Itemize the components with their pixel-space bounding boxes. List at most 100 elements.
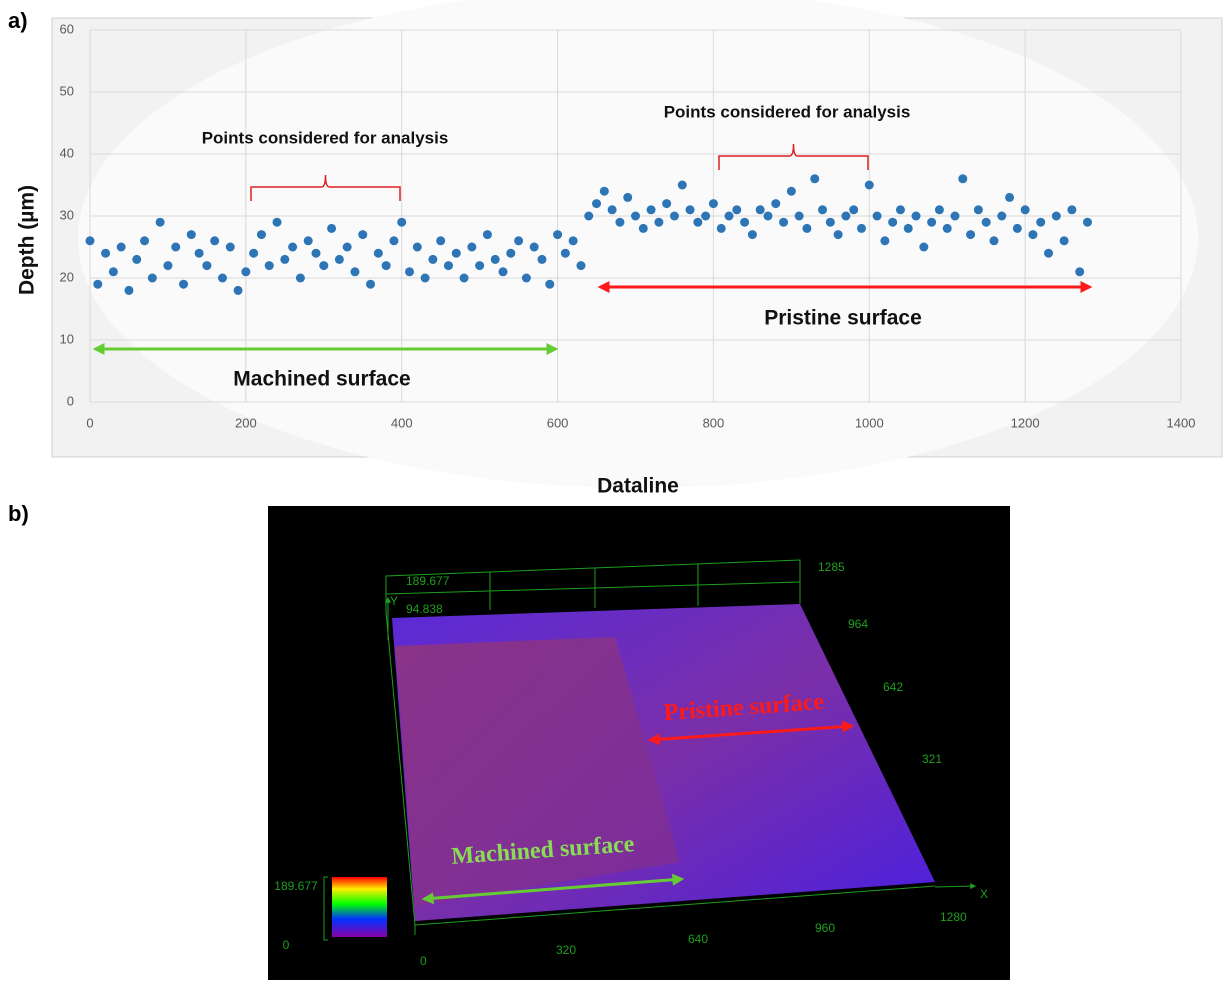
point (202, 261, 211, 270)
point (1005, 193, 1014, 202)
point (989, 236, 998, 245)
point (693, 218, 702, 227)
point (584, 212, 593, 221)
point (218, 274, 227, 283)
panel-label: a) (8, 8, 28, 33)
surface-tick: 960 (815, 921, 835, 935)
point (958, 174, 967, 183)
panel-label: b) (8, 501, 29, 526)
point (311, 249, 320, 258)
point (896, 205, 905, 214)
point (187, 230, 196, 239)
point (140, 236, 149, 245)
point (421, 274, 430, 283)
x-tick-label: 400 (391, 415, 413, 430)
surface-panel (268, 506, 1010, 980)
surface-tick: 189.677 (406, 574, 450, 588)
surface-tick: 94.838 (406, 602, 443, 616)
point (717, 224, 726, 233)
point (873, 212, 882, 221)
point (179, 280, 188, 289)
point (569, 236, 578, 245)
point (857, 224, 866, 233)
point (1044, 249, 1053, 258)
point (670, 212, 679, 221)
point (483, 230, 492, 239)
point (623, 193, 632, 202)
y-tick-label: 10 (60, 331, 74, 346)
point (912, 212, 921, 221)
surface-tick: 1280 (940, 910, 967, 924)
x-tick-label: 1200 (1011, 415, 1040, 430)
surface-tick: 964 (848, 617, 868, 631)
point (732, 205, 741, 214)
y-tick-label: 0 (67, 393, 74, 408)
x-tick-label: 200 (235, 415, 257, 430)
point (787, 187, 796, 196)
point (1060, 236, 1069, 245)
x-tick-label: 1400 (1167, 415, 1196, 430)
colorbar-label: 189.677 (274, 879, 318, 893)
point (374, 249, 383, 258)
point (257, 230, 266, 239)
point (335, 255, 344, 264)
point (662, 199, 671, 208)
point (405, 267, 414, 276)
point (1028, 230, 1037, 239)
point (779, 218, 788, 227)
point (1036, 218, 1045, 227)
point (467, 243, 476, 252)
point (841, 212, 850, 221)
point (1052, 212, 1061, 221)
point (491, 255, 500, 264)
point (350, 267, 359, 276)
x-tick-label: 1000 (855, 415, 884, 430)
point (880, 236, 889, 245)
point (389, 236, 398, 245)
point (530, 243, 539, 252)
point (608, 205, 617, 214)
annotation: Machined surface (233, 368, 410, 391)
point (273, 218, 282, 227)
point (234, 286, 243, 295)
point (428, 255, 437, 264)
y-tick-label: 60 (60, 21, 74, 36)
point (974, 205, 983, 214)
y-tick-label: 20 (60, 269, 74, 284)
point (1013, 224, 1022, 233)
point (904, 224, 913, 233)
point (506, 249, 515, 258)
point (241, 267, 250, 276)
point (382, 261, 391, 270)
point (545, 280, 554, 289)
point (888, 218, 897, 227)
point (86, 236, 95, 245)
point (935, 205, 944, 214)
point (810, 174, 819, 183)
surface-axis-name: X (980, 887, 988, 901)
point (249, 249, 258, 258)
surface-tick: 0 (420, 954, 427, 968)
point (756, 205, 765, 214)
point (288, 243, 297, 252)
point (499, 267, 508, 276)
point (117, 243, 126, 252)
point (647, 205, 656, 214)
point (951, 212, 960, 221)
y-tick-label: 40 (60, 145, 74, 160)
point (397, 218, 406, 227)
point (615, 218, 624, 227)
y-tick-label: 50 (60, 83, 74, 98)
point (460, 274, 469, 283)
point (865, 181, 874, 190)
point (163, 261, 172, 270)
point (226, 243, 235, 252)
point (537, 255, 546, 264)
point (927, 218, 936, 227)
point (265, 261, 274, 270)
surface-tick: 642 (883, 680, 903, 694)
point (576, 261, 585, 270)
point (561, 249, 570, 258)
point (296, 274, 305, 283)
point (304, 236, 313, 245)
